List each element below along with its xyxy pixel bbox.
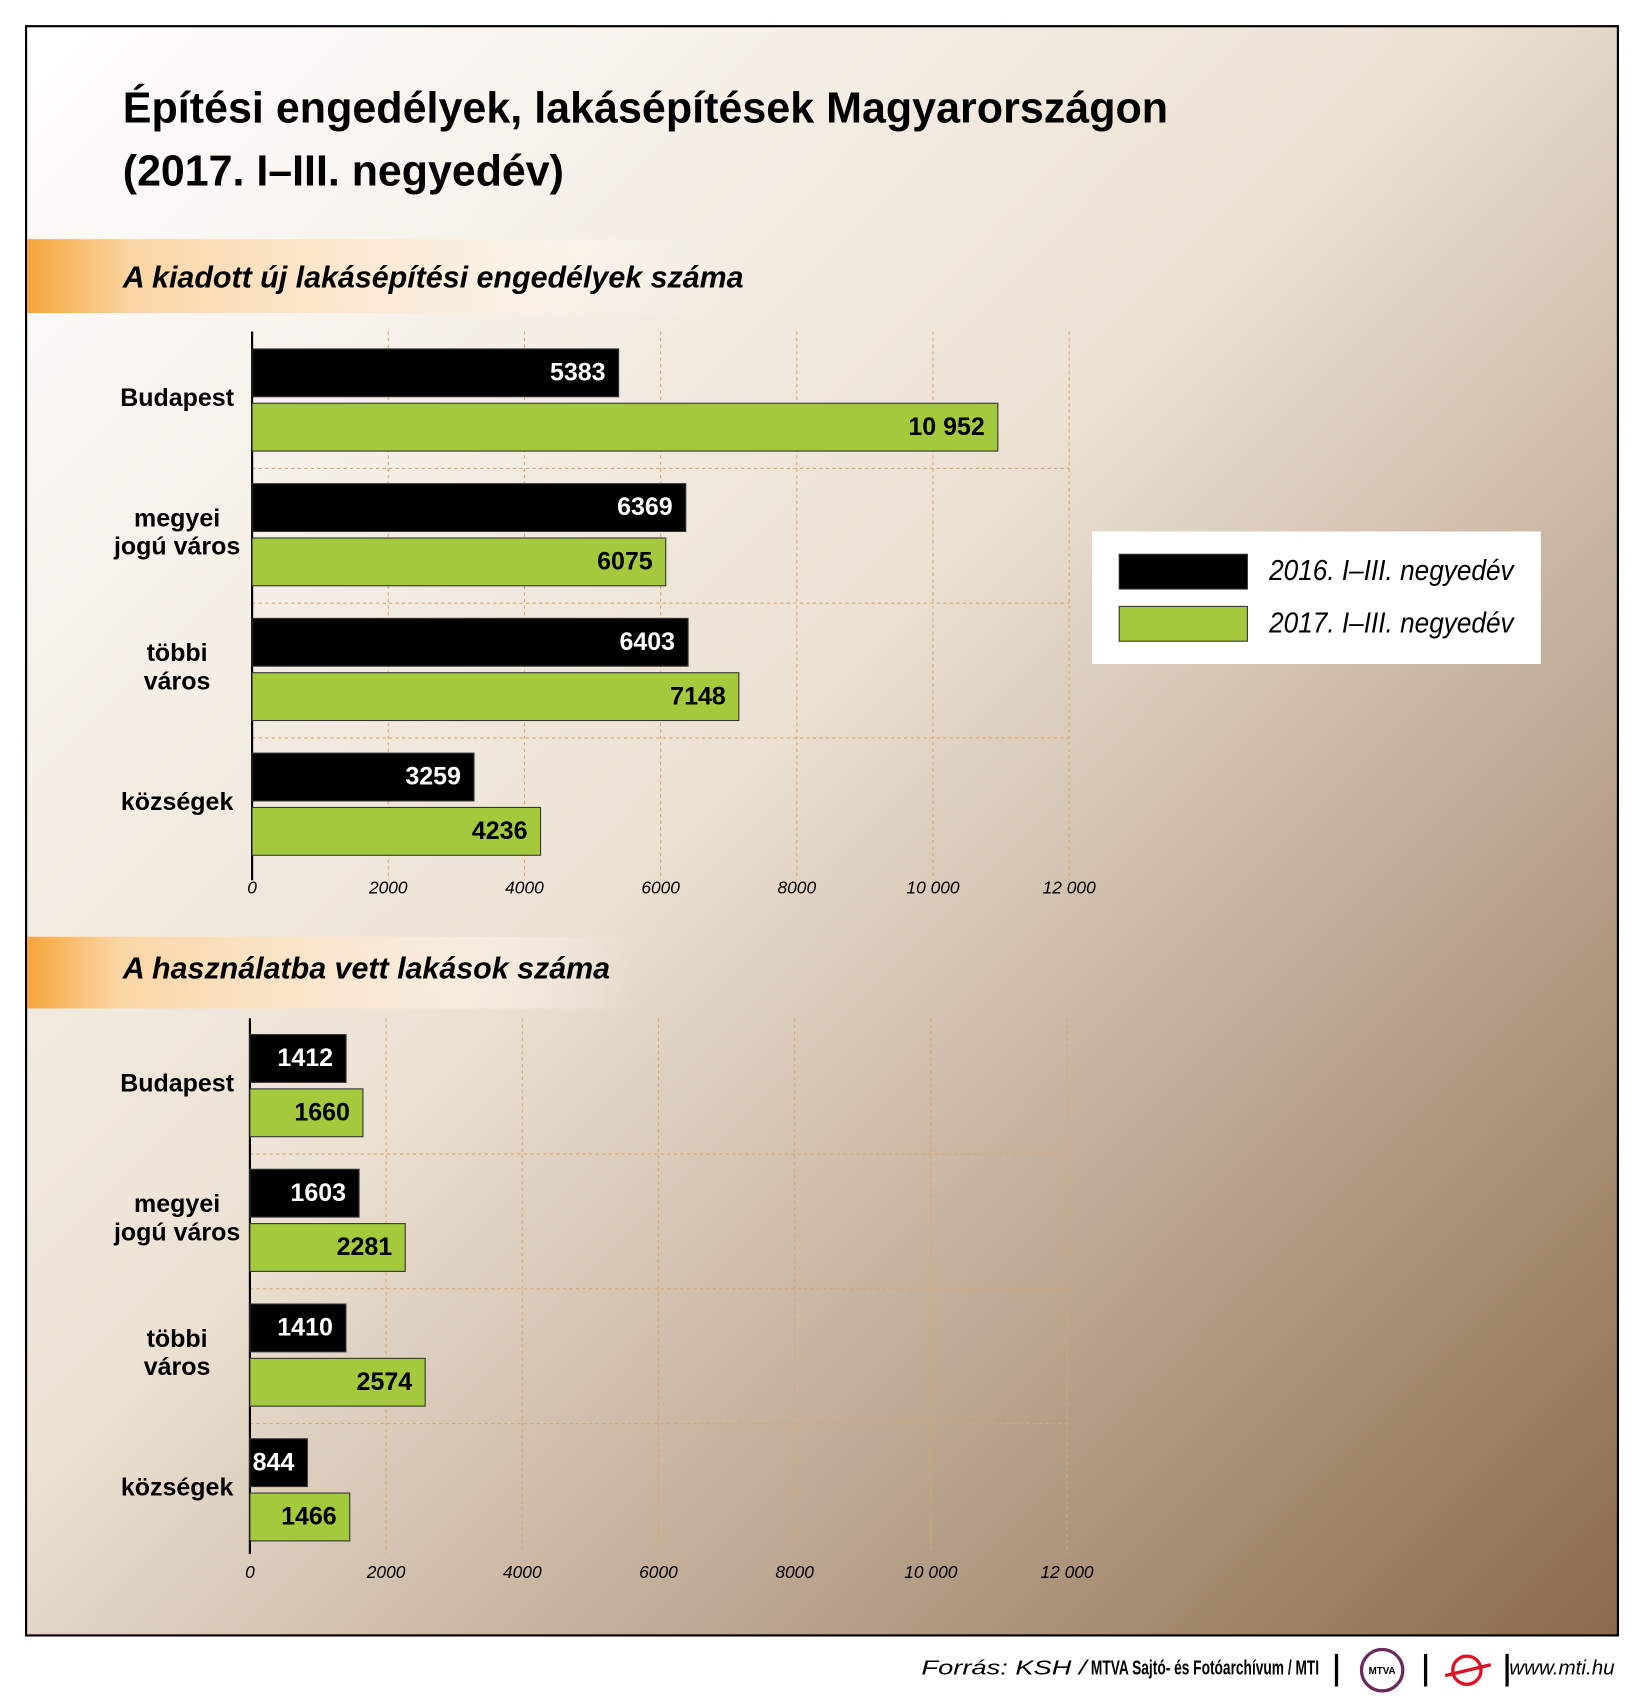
bar [249, 1357, 426, 1407]
bar [251, 348, 620, 398]
x-tick-label: 6000 [639, 1562, 678, 1582]
legend-swatch [1118, 553, 1248, 590]
value-label: 1410 [277, 1314, 333, 1342]
bar [251, 617, 689, 667]
bar [251, 672, 740, 722]
value-label: 5383 [550, 358, 606, 386]
x-tick-label: 10 000 [904, 1562, 957, 1582]
bar [249, 1034, 347, 1083]
value-label: 844 [253, 1448, 295, 1476]
bar [249, 1303, 347, 1353]
section-title: A kiadott új lakásépítési engedélyek szá… [122, 260, 744, 294]
value-label: 1466 [281, 1503, 337, 1531]
category-label: községek [121, 1473, 234, 1501]
bar [251, 752, 475, 802]
category-label: megyei jogú város [113, 504, 240, 560]
title: (2017. I–III. negyedév) [123, 147, 564, 195]
bar [249, 1168, 360, 1218]
bar [249, 1223, 406, 1272]
section-title: A használatba vett lakások száma [122, 951, 610, 985]
section-band [27, 239, 723, 314]
logo [1444, 1663, 1492, 1678]
x-tick-label: 0 [245, 1562, 255, 1582]
value-label: 1660 [294, 1098, 350, 1126]
value-label: 6369 [617, 493, 673, 521]
category-label: többi város [144, 639, 211, 695]
category-label: Budapest [120, 1069, 235, 1097]
x-tick-label: 4000 [505, 878, 544, 898]
bar [251, 402, 999, 452]
footer: Forrás: KSH / MTVA Sajtó- és Fotóarchívu… [921, 1647, 1615, 1693]
logo-text: MTVA [1369, 1666, 1396, 1677]
value-label: 3259 [405, 763, 461, 791]
bar [249, 1438, 308, 1488]
bar [251, 537, 667, 587]
value-label: 2574 [357, 1368, 413, 1396]
logo [1359, 1647, 1405, 1693]
url: www.mti.hu [1509, 1657, 1615, 1680]
value-label: 6403 [619, 628, 675, 656]
legend-label: 2017. I–III. negyedév [1268, 606, 1515, 638]
category-label: Budapest [120, 383, 235, 411]
value-label: 4236 [472, 817, 528, 845]
x-tick-label: 8000 [775, 1562, 814, 1582]
source: Forrás: KSH / [921, 1657, 1089, 1680]
x-tick-label: 12 000 [1043, 878, 1096, 898]
x-tick-label: 0 [247, 878, 257, 898]
credit: MTVA Sajtó- és Fotóarchívum / MTI [1091, 1657, 1319, 1680]
bar [251, 483, 687, 533]
bar [249, 1492, 351, 1542]
category-label: többi város [144, 1324, 211, 1380]
legend-label: 2016. I–III. negyedév [1268, 554, 1515, 586]
x-tick-label: 12 000 [1040, 1562, 1093, 1582]
x-tick-label: 2000 [366, 1562, 406, 1582]
logo [1451, 1654, 1483, 1686]
x-tick-label: 6000 [641, 878, 680, 898]
legend-swatch [1118, 605, 1248, 642]
value-label: 7148 [670, 682, 726, 710]
category-label: községek [121, 788, 234, 816]
x-tick-label: 10 000 [906, 878, 959, 898]
section-band [27, 936, 636, 1009]
value-label: 6075 [597, 548, 653, 576]
bar [249, 1088, 364, 1138]
value-label: 2281 [337, 1233, 393, 1261]
legend-box [1092, 531, 1541, 665]
title: Építési engedélyek, lakásépítések Magyar… [123, 82, 1168, 132]
x-tick-label: 8000 [777, 878, 816, 898]
x-tick-label: 2000 [368, 878, 408, 898]
value-label: 10 952 [908, 413, 984, 441]
value-label: 1412 [277, 1044, 333, 1072]
value-label: 1603 [290, 1179, 346, 1207]
x-tick-label: 4000 [503, 1562, 542, 1582]
bar [251, 806, 542, 856]
category-label: megyei jogú város [113, 1190, 240, 1246]
